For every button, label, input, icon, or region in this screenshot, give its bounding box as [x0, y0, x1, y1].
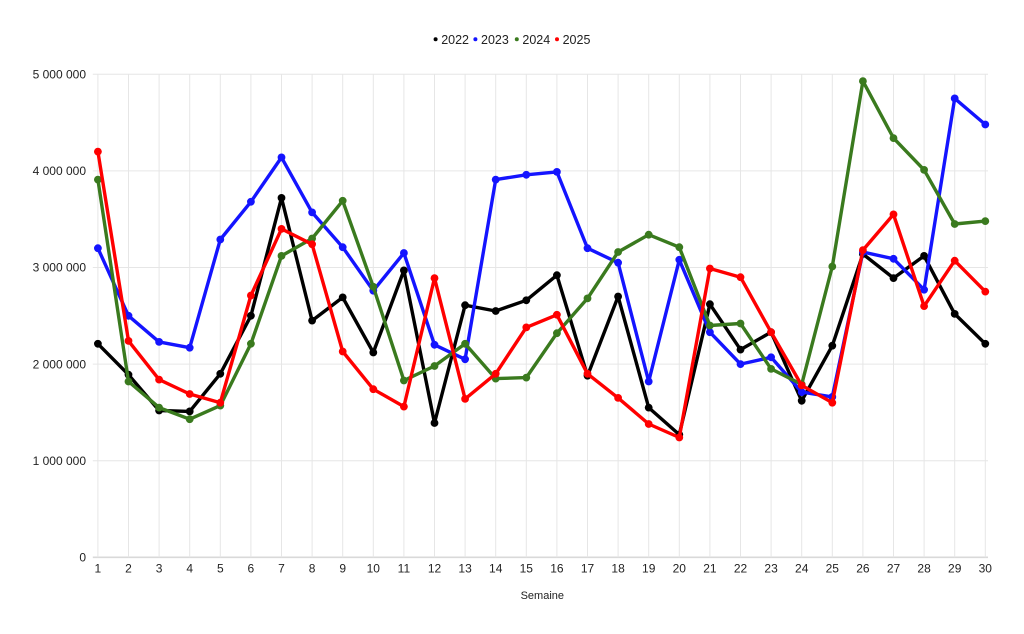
svg-text:2024: 2024	[522, 33, 550, 47]
svg-text:1 000 000: 1 000 000	[33, 454, 87, 468]
svg-text:5 000 000: 5 000 000	[33, 68, 87, 82]
svg-text:2: 2	[125, 561, 132, 575]
svg-text:14: 14	[489, 561, 503, 575]
svg-text:28: 28	[917, 561, 931, 575]
svg-text:13: 13	[458, 561, 472, 575]
svg-text:24: 24	[795, 561, 809, 575]
svg-text:21: 21	[703, 561, 717, 575]
svg-text:4: 4	[186, 561, 193, 575]
svg-text:9: 9	[339, 561, 346, 575]
svg-text:12: 12	[428, 561, 442, 575]
svg-text:3: 3	[156, 561, 163, 575]
svg-text:6: 6	[248, 561, 255, 575]
svg-text:26: 26	[856, 561, 870, 575]
svg-text:29: 29	[948, 561, 962, 575]
svg-text:25: 25	[826, 561, 840, 575]
svg-text:0: 0	[79, 551, 86, 565]
svg-text:7: 7	[278, 561, 285, 575]
svg-text:16: 16	[550, 561, 564, 575]
svg-text:17: 17	[581, 561, 595, 575]
svg-text:19: 19	[642, 561, 656, 575]
svg-text:4 000 000: 4 000 000	[33, 164, 87, 178]
svg-text:22: 22	[734, 561, 748, 575]
svg-text:2023: 2023	[481, 33, 509, 47]
svg-text:11: 11	[398, 561, 411, 575]
svg-text:18: 18	[611, 561, 625, 575]
svg-text:2025: 2025	[563, 33, 591, 47]
svg-text:8: 8	[309, 561, 316, 575]
svg-text:30: 30	[979, 561, 993, 575]
svg-text:1: 1	[95, 561, 102, 575]
svg-text:10: 10	[367, 561, 381, 575]
svg-text:27: 27	[887, 561, 901, 575]
svg-text:15: 15	[520, 561, 534, 575]
svg-text:5: 5	[217, 561, 224, 575]
svg-text:20: 20	[673, 561, 687, 575]
svg-text:Semaine: Semaine	[521, 590, 564, 602]
svg-text:2 000 000: 2 000 000	[33, 357, 87, 371]
svg-text:23: 23	[764, 561, 778, 575]
svg-text:3 000 000: 3 000 000	[33, 261, 87, 275]
svg-text:2022: 2022	[441, 33, 469, 47]
